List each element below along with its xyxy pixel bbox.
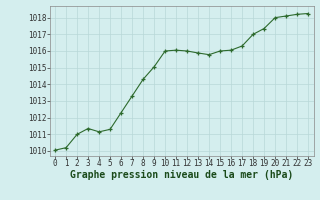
X-axis label: Graphe pression niveau de la mer (hPa): Graphe pression niveau de la mer (hPa): [70, 170, 293, 180]
